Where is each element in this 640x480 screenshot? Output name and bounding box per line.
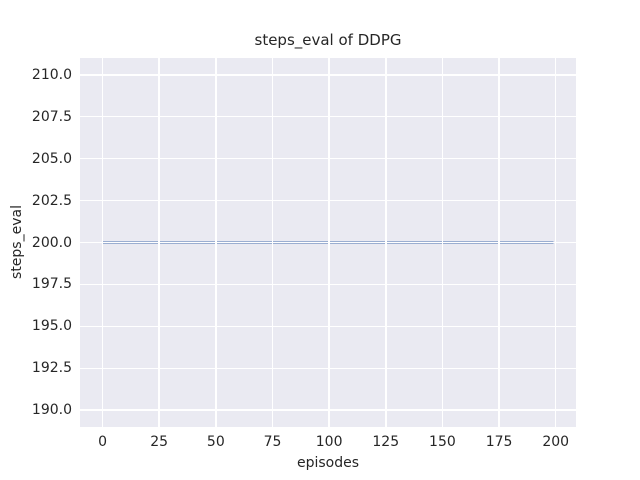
- y-tick-label: 210.0: [31, 66, 72, 83]
- gridline-horizontal: [80, 367, 576, 370]
- x-tick-label: 200: [542, 434, 570, 450]
- x-tick-label: 175: [485, 434, 513, 450]
- gridline-vertical: [385, 58, 387, 427]
- x-tick-label: 125: [372, 434, 400, 450]
- gridline-vertical: [554, 58, 557, 427]
- gridline-vertical: [158, 58, 160, 427]
- gridline-horizontal: [80, 283, 576, 286]
- gridline-vertical: [101, 58, 104, 427]
- y-axis-label: steps_eval: [9, 205, 25, 279]
- chart-title: steps_eval of DDPG: [254, 31, 402, 49]
- y-tick-label: 195.0: [31, 318, 72, 335]
- gridline-vertical: [498, 58, 500, 427]
- x-tick-label: 25: [150, 434, 169, 450]
- plot-area: [80, 58, 576, 427]
- gridline-horizontal: [80, 74, 576, 76]
- x-axis-label: episodes: [296, 455, 360, 471]
- gridline-vertical: [328, 58, 330, 427]
- gridline-horizontal: [80, 157, 576, 160]
- y-tick-label: 190.0: [31, 402, 72, 419]
- gridline-horizontal: [80, 409, 576, 411]
- gridline-horizontal: [80, 325, 576, 328]
- gridline-vertical: [441, 58, 444, 427]
- y-tick-label: 197.5: [31, 276, 72, 293]
- x-tick-label: 50: [206, 434, 225, 450]
- y-tick-label: 207.5: [31, 108, 72, 125]
- y-tick-label: 200.0: [31, 234, 72, 251]
- x-tick-label: 75: [263, 434, 282, 450]
- y-tick-label: 202.5: [31, 192, 72, 209]
- gridline-horizontal: [80, 241, 576, 244]
- x-tick-label: 0: [98, 434, 107, 450]
- x-tick-label: 150: [429, 434, 456, 450]
- x-tick-label: 100: [315, 434, 343, 450]
- y-tick-label: 192.5: [31, 360, 72, 377]
- y-tick-label: 205.0: [31, 150, 72, 167]
- gridline-vertical: [215, 58, 217, 427]
- gridline-vertical: [271, 58, 274, 427]
- gridline-horizontal: [80, 115, 576, 118]
- gridline-horizontal: [80, 199, 576, 202]
